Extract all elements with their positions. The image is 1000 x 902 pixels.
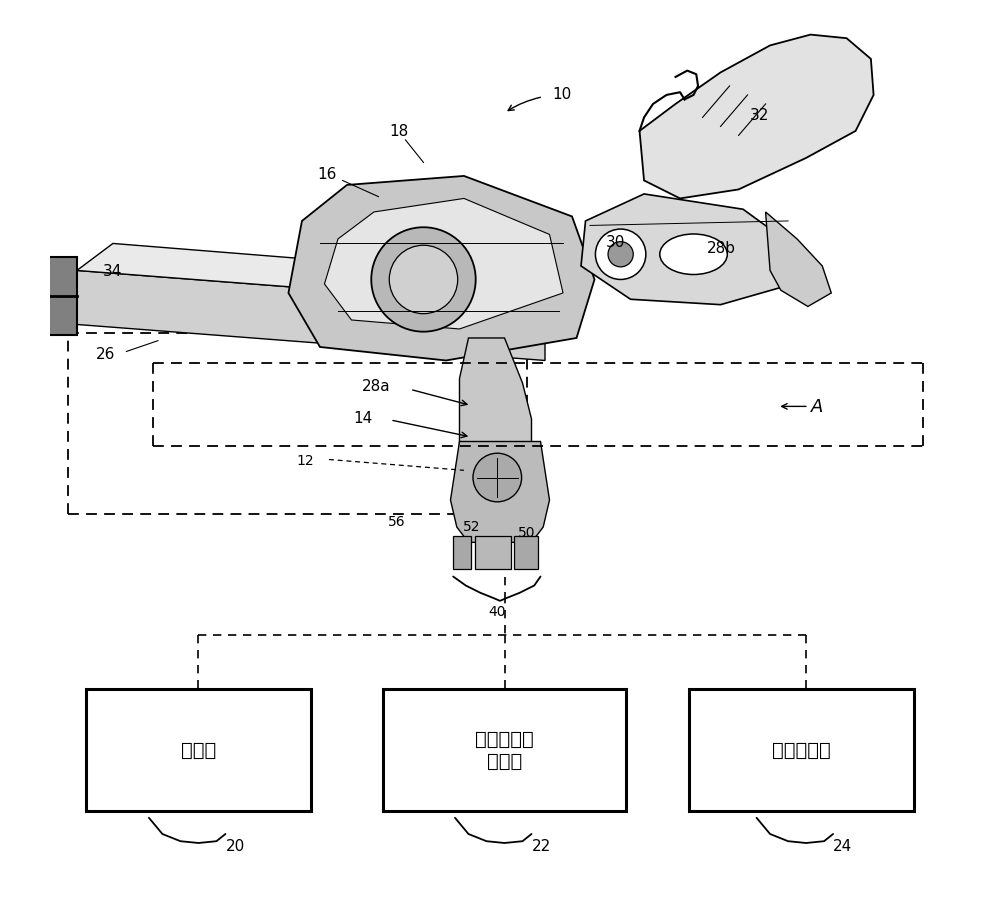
FancyBboxPatch shape [86, 689, 311, 811]
FancyBboxPatch shape [689, 689, 914, 811]
Circle shape [595, 230, 646, 281]
Polygon shape [453, 537, 471, 570]
Polygon shape [766, 213, 831, 307]
Polygon shape [514, 537, 538, 570]
Circle shape [473, 454, 522, 502]
FancyBboxPatch shape [383, 689, 626, 811]
Polygon shape [324, 199, 563, 329]
Text: 26: 26 [96, 346, 115, 362]
Text: 28b: 28b [707, 241, 736, 256]
Polygon shape [77, 244, 563, 307]
Polygon shape [450, 442, 550, 543]
Text: 52: 52 [462, 520, 480, 533]
Text: 24: 24 [833, 838, 852, 852]
Text: 变速器: 变速器 [181, 741, 216, 759]
Text: 50: 50 [518, 525, 536, 538]
Text: 车座柱高度
调整器: 车座柱高度 调整器 [475, 730, 534, 770]
Text: 22: 22 [532, 838, 551, 852]
Text: 28a: 28a [362, 379, 390, 394]
Text: 20: 20 [225, 838, 245, 852]
Text: 56: 56 [388, 514, 405, 529]
Text: 32: 32 [750, 108, 770, 123]
Text: 10: 10 [552, 87, 571, 102]
Polygon shape [459, 338, 532, 496]
Text: 34: 34 [103, 263, 123, 279]
Polygon shape [581, 195, 793, 305]
Circle shape [608, 243, 633, 268]
Text: 14: 14 [353, 410, 372, 425]
Polygon shape [288, 177, 595, 361]
Polygon shape [475, 537, 511, 570]
Polygon shape [77, 272, 545, 361]
Polygon shape [45, 258, 77, 336]
Text: 16: 16 [317, 167, 337, 181]
Ellipse shape [660, 235, 727, 275]
Circle shape [371, 228, 476, 332]
Polygon shape [640, 35, 874, 199]
Text: 40: 40 [489, 604, 506, 618]
Text: 12: 12 [296, 453, 314, 467]
Text: 30: 30 [606, 235, 625, 250]
Text: 悬架调整器: 悬架调整器 [772, 741, 831, 759]
Text: 18: 18 [390, 124, 409, 139]
Text: A: A [811, 398, 823, 416]
Circle shape [389, 246, 458, 314]
